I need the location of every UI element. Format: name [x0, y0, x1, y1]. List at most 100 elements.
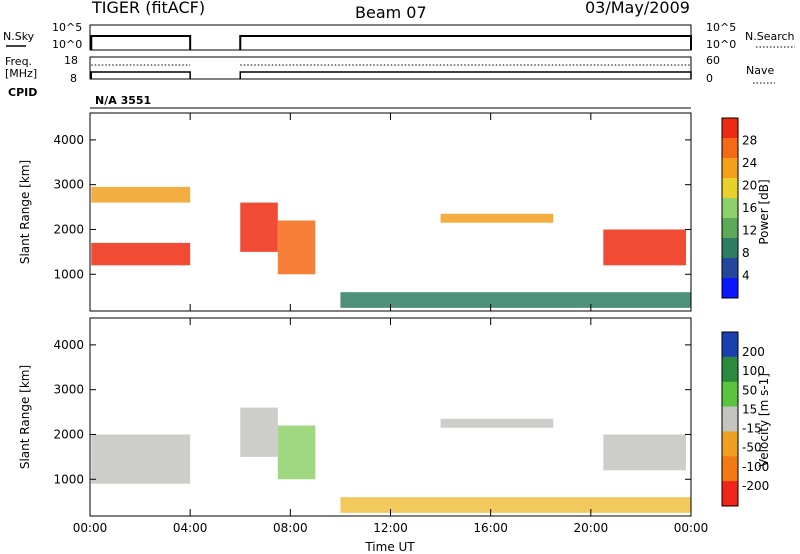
power-ylabel: Slant Range [km] [18, 160, 32, 264]
nave-tick-bottom: 0 [706, 72, 713, 85]
velocity-region-1 [240, 407, 278, 457]
colorbar-swatch [722, 258, 738, 279]
power-region-3 [277, 220, 316, 275]
colorbar-tick: 16 [742, 201, 757, 215]
colorbar-tick: 15 [742, 402, 757, 416]
nave-label: Nave [746, 64, 774, 77]
xtick-label: 00:00 [674, 521, 709, 535]
colorbar-tick: 200 [742, 345, 765, 359]
power-axes: 1000 2000 3000 4000 [53, 113, 692, 311]
colorbar-tick: 28 [742, 134, 757, 148]
noise-sky-trace [90, 35, 692, 50]
xtick-label: 04:00 [173, 521, 208, 535]
colorbar-tick: 50 [742, 383, 757, 397]
noise-right-label: N.Search [745, 30, 795, 43]
velocity-heatmap [91, 407, 691, 513]
colorbar-swatch [722, 158, 738, 179]
colorbar-swatch [722, 198, 738, 219]
freq-trace [90, 64, 692, 79]
noise-left-tick-bottom: 10^0 [52, 38, 82, 51]
xtick-label: 12:00 [373, 521, 408, 535]
colorbar-swatch [722, 431, 738, 457]
noise-left-tick-top: 10^5 [52, 21, 82, 34]
velocity-colorbar: 200 100 50 15 -15 -50 -100 -200 [721, 331, 769, 507]
velocity-colorbar-label: Velocity [m s-1] [757, 373, 771, 467]
noise-segment [239, 35, 692, 50]
velocity-region-4 [603, 434, 686, 471]
colorbar-swatch [722, 218, 738, 239]
power-region-6 [340, 292, 691, 308]
xtick-label: 16:00 [473, 521, 508, 535]
colorbar-swatch [722, 332, 738, 358]
colorbar-swatch [722, 406, 738, 432]
power-panel-frame [89, 112, 692, 312]
freq-tick-top: 18 [64, 54, 78, 67]
cpid-label: CPID [8, 86, 37, 99]
velocity-panel-frame [89, 317, 692, 517]
colorbar-tick: 12 [742, 224, 757, 238]
colorbar-tick: -50 [742, 441, 762, 455]
colorbar-swatch [722, 118, 738, 139]
power-region-2 [240, 202, 278, 252]
velocity-region-3 [440, 418, 554, 428]
colorbar-tick: -15 [742, 422, 762, 436]
noise-left-label: N.Sky [3, 30, 35, 43]
velocity-region-0 [91, 434, 191, 484]
freq-label-2: [MHz] [5, 67, 37, 80]
colorbar-frame [721, 331, 739, 507]
xtick-label: 08:00 [273, 521, 308, 535]
cpid-value: N/A 3551 [95, 94, 151, 107]
power-region-0 [91, 242, 191, 266]
colorbar-swatch [722, 481, 738, 507]
colorbar-swatch [722, 238, 738, 259]
freq-label-1: Freq. [5, 55, 32, 68]
x-axis-label: Time UT [364, 540, 415, 554]
colorbar-tick: -200 [742, 479, 769, 493]
nave-tick-top: 60 [706, 54, 720, 67]
ytick-label: 4000 [53, 338, 84, 352]
colorbar-swatch [722, 456, 738, 482]
power-heatmap [91, 186, 691, 308]
power-region-4 [440, 213, 554, 223]
station-title: TIGER (fitACF) [91, 0, 205, 17]
ytick-label: 3000 [53, 383, 84, 397]
colorbar-tick: -100 [742, 460, 769, 474]
velocity-ylabel: Slant Range [km] [18, 365, 32, 469]
freq-segment [239, 71, 692, 79]
colorbar-tick: 100 [742, 364, 765, 378]
xtick-label: 00:00 [73, 521, 108, 535]
ytick-label: 3000 [53, 178, 84, 192]
colorbar-frame [721, 117, 739, 299]
freq-tick-bottom: 8 [70, 72, 77, 85]
colorbar-tick: 24 [742, 156, 757, 170]
colorbar-tick: 20 [742, 179, 757, 193]
ytick-label: 2000 [53, 222, 84, 236]
freq-panel-frame [89, 56, 692, 80]
freq-segment [90, 71, 191, 79]
ytick-label: 2000 [53, 427, 84, 441]
beam-title: Beam 07 [355, 3, 427, 22]
velocity-region-2 [277, 425, 316, 480]
colorbar-swatch [722, 381, 738, 408]
power-colorbar: 4 8 12 16 20 24 28 [721, 117, 757, 299]
xtick-label: 20:00 [574, 521, 609, 535]
colorbar-tick: 8 [742, 246, 750, 260]
power-region-1 [91, 186, 191, 203]
colorbar-swatch [722, 278, 738, 299]
power-colorbar-label: Power [dB] [757, 179, 771, 244]
velocity-region-5 [340, 497, 691, 513]
ytick-label: 4000 [53, 133, 84, 147]
date-title: 03/May/2009 [585, 0, 690, 17]
noise-panel-frame [89, 24, 692, 51]
velocity-axes: 1000 2000 3000 4000 00:00 04:00 08:00 12:00 16:0… [53, 318, 708, 535]
ytick-label: 1000 [53, 267, 84, 281]
ytick-label: 1000 [53, 472, 84, 486]
noise-segment [90, 35, 192, 50]
colorbar-swatch [722, 178, 738, 199]
colorbar-swatch [722, 138, 738, 159]
colorbar-tick: 4 [742, 269, 750, 283]
noise-right-tick-bottom: 10^0 [706, 38, 736, 51]
power-region-5 [603, 229, 686, 266]
colorbar-swatch [722, 356, 738, 383]
